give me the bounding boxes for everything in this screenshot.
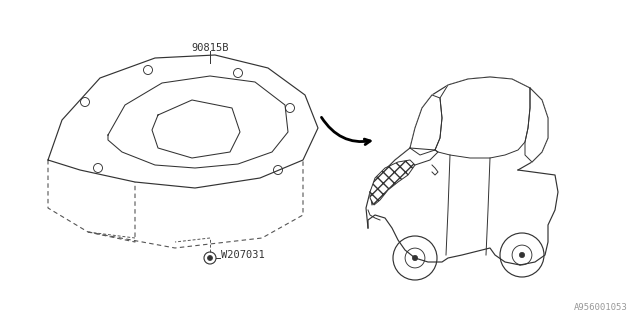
Polygon shape	[410, 95, 442, 155]
Polygon shape	[435, 77, 530, 158]
Polygon shape	[525, 88, 548, 162]
Circle shape	[207, 255, 212, 260]
Circle shape	[520, 252, 525, 258]
Text: W207031: W207031	[221, 250, 265, 260]
Polygon shape	[370, 160, 415, 205]
Text: A956001053: A956001053	[574, 303, 628, 312]
Circle shape	[412, 255, 418, 260]
Polygon shape	[370, 148, 438, 205]
Text: 90815B: 90815B	[191, 43, 228, 53]
